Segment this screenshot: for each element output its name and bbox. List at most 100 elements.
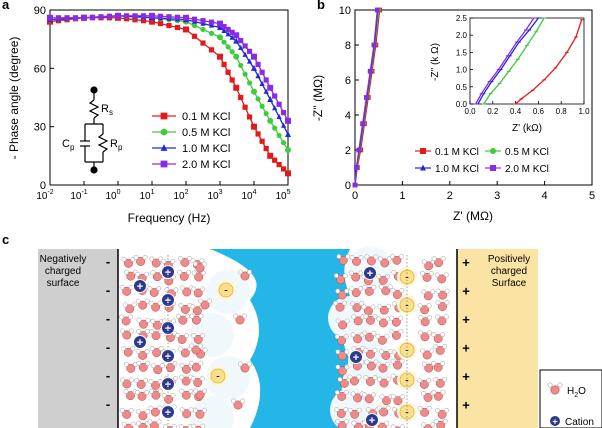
data-point [246,58,253,64]
water-molecule [149,388,163,400]
negative-charge: - [106,283,110,298]
data-point [221,39,227,45]
water-molecule [193,261,207,273]
data-point [272,105,278,111]
data-point [166,22,172,29]
water-molecule [417,303,432,315]
svg-text:+: + [369,415,375,427]
data-point [263,110,269,117]
data-point [367,68,373,74]
x-tick-label: 1 [399,190,405,202]
data-point [280,109,287,116]
data-point [255,131,261,137]
water-molecule [122,302,137,314]
data-point [285,170,291,177]
water-molecule [123,389,138,401]
water-molecule [376,316,391,328]
water-molecule [198,298,212,310]
water-molecule [162,424,177,428]
data-point [238,62,244,69]
water-molecule [333,300,347,312]
legend-label: 0.5 M KCl [505,147,549,158]
water-molecule [347,407,362,419]
legend-label: 0.1 M KCl [182,111,230,123]
legend: 0.1 M KCl 0.5 M KCl 1.0 M KCl 2.0 M KCl [415,147,549,175]
water-molecule [121,256,136,268]
data-point [115,12,121,19]
water-molecule [417,330,432,342]
data-point [183,26,189,33]
water-molecule [190,376,205,387]
data-point [225,26,231,33]
data-point [246,48,253,54]
legend-marker [160,160,168,168]
inset-series-line [515,19,583,105]
water-molecule [119,407,134,419]
water-molecule [136,317,151,329]
data-point [238,94,244,101]
svg-text:-: - [405,375,409,387]
water-molecule [431,332,446,344]
data-point [246,114,253,120]
water-molecule [433,344,448,355]
x-tick-label: 4 [542,190,548,202]
data-point [200,18,206,24]
plot-frame [354,9,593,186]
water-molecule [238,361,252,373]
water-molecule [435,300,450,312]
data-point [183,14,189,21]
water-molecule [231,398,245,410]
inset-series [481,17,546,105]
x-tick-label: 100 [105,189,120,202]
data-point [81,14,87,21]
water-molecule [135,348,150,360]
water-molecule [150,363,165,375]
data-point [55,15,62,21]
x-tick-label: 101 [139,189,154,202]
water-molecule [147,286,162,297]
data-point [140,18,147,24]
water-molecule [179,407,194,419]
data-point [267,84,274,91]
data-point [360,121,365,127]
data-point [132,13,138,19]
legend-label: 1.0 M KCl [435,164,479,175]
legend-marker [160,112,168,120]
positive-charge: + [462,398,470,413]
legend-cation-label: Cation [565,417,594,428]
cation: + [349,350,363,364]
inset-y-tick-label: 2.5 [456,14,468,23]
data-point [208,22,215,28]
water-molecule [433,418,448,428]
data-point [217,20,223,27]
legend-label: 1.0 M KCl [182,143,230,155]
legend-marker [490,148,496,154]
legend-marker [420,164,426,171]
data-point [98,14,104,20]
water-molecule [390,394,405,406]
data-point [233,37,240,44]
water-molecule [136,420,151,428]
water-molecule [148,405,163,417]
water-molecule [431,360,446,372]
data-point [280,122,287,128]
negative-charge: - [106,254,110,269]
data-point [174,24,181,31]
data-point [208,19,215,25]
circuit-rs-label: Rs [101,103,113,117]
y-tick-label: 6 [345,75,351,87]
water-molecule [179,362,194,374]
x-tick-label: 104 [241,189,256,202]
y-tick-label: 30 [34,122,46,134]
negative-surface [38,249,118,428]
inset-x-tick-label: 0.0 [464,107,476,116]
data-point [140,13,147,19]
y-axis-label: -Z'' (MΩ) [311,75,325,121]
data-point [221,61,227,68]
water-molecule [119,328,134,340]
water-molecule [375,333,390,345]
series-line [354,9,378,186]
water-molecule [335,349,350,361]
data-point [267,95,274,102]
